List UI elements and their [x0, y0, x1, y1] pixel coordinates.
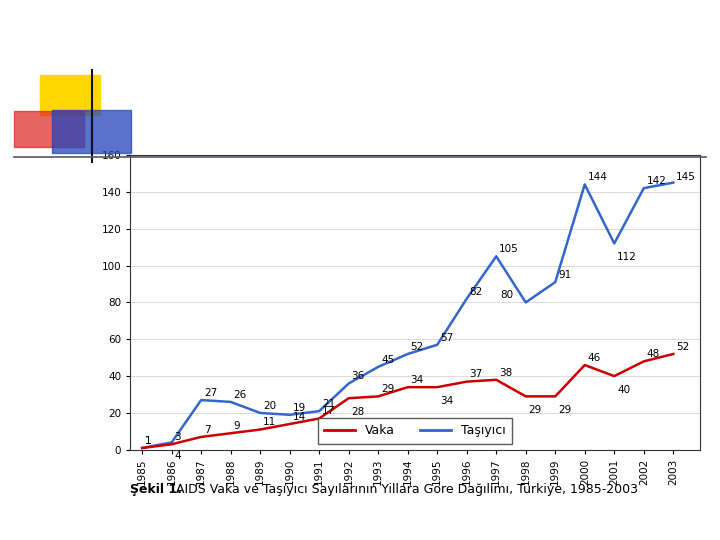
Text: 144: 144	[588, 172, 608, 183]
Text: 52: 52	[410, 342, 424, 352]
Text: 48: 48	[647, 349, 660, 359]
Text: 80: 80	[500, 290, 514, 300]
Text: 4: 4	[174, 451, 181, 461]
Text: 34: 34	[440, 396, 453, 406]
Text: 11: 11	[263, 417, 276, 427]
Text: 9: 9	[233, 421, 240, 431]
Text: 82: 82	[469, 287, 482, 296]
Text: 29: 29	[558, 405, 571, 415]
Text: 17: 17	[322, 406, 336, 416]
Text: 27: 27	[204, 388, 217, 398]
Text: 91: 91	[558, 270, 571, 280]
Text: 1: 1	[145, 436, 151, 446]
Text: 3: 3	[174, 432, 181, 442]
Text: AIDS Vaka ve Taşıyıcı Sayılarının Yillara Göre Dağılımı, Türkiye, 1985-2003: AIDS Vaka ve Taşıyıcı Sayılarının Yillar…	[172, 483, 638, 496]
Text: 142: 142	[647, 176, 667, 186]
Text: 40: 40	[617, 385, 630, 395]
Text: 52: 52	[676, 342, 689, 352]
Text: 28: 28	[351, 407, 365, 417]
Text: 7: 7	[204, 425, 210, 435]
Text: 145: 145	[676, 172, 696, 182]
Text: 34: 34	[410, 375, 424, 385]
Text: 21: 21	[322, 399, 336, 409]
Text: 45: 45	[381, 355, 395, 365]
Text: 19: 19	[292, 403, 306, 413]
Text: 112: 112	[617, 252, 637, 262]
Text: 1: 1	[145, 436, 151, 446]
Text: 36: 36	[351, 372, 365, 381]
Text: 29: 29	[528, 405, 541, 415]
Text: 37: 37	[469, 369, 482, 380]
Text: 26: 26	[233, 390, 247, 400]
Text: 20: 20	[263, 401, 276, 411]
Text: 57: 57	[440, 333, 453, 342]
Text: 46: 46	[588, 353, 600, 363]
Text: 29: 29	[381, 384, 395, 394]
Text: 105: 105	[499, 244, 518, 254]
Legend: Vaka, Taşıyıcı: Vaka, Taşıyıcı	[318, 418, 513, 443]
Text: 38: 38	[499, 368, 512, 377]
Text: 14: 14	[292, 412, 306, 422]
Text: Şekil 1.: Şekil 1.	[130, 483, 182, 496]
